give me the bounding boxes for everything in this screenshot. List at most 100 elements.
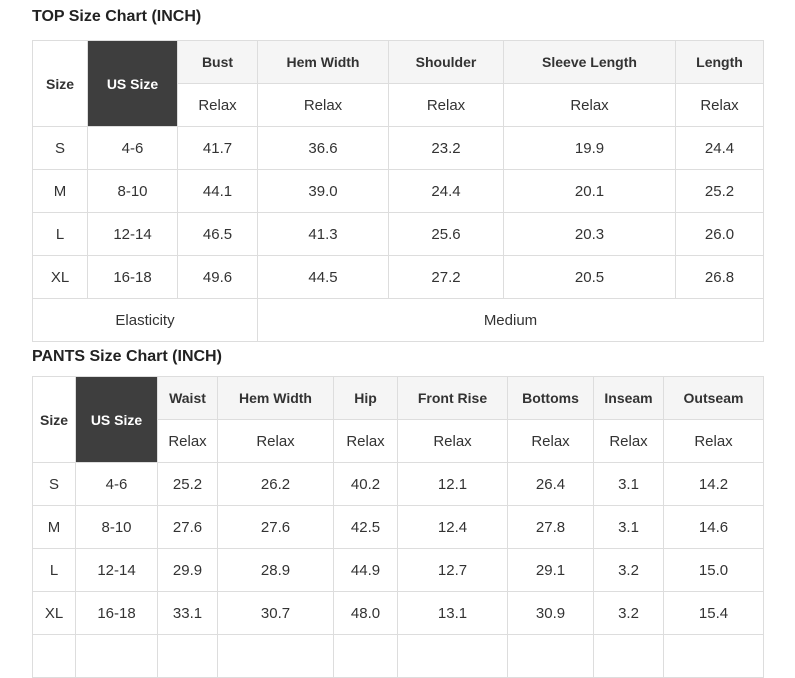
value-cell: 23.2 [388, 126, 504, 170]
fit-cell: Relax [388, 83, 504, 127]
us-size-cell: 4-6 [87, 126, 178, 170]
value-cell: 44.5 [257, 255, 389, 299]
us-size-cell: 8-10 [87, 169, 178, 213]
size-cell: XL [32, 591, 76, 635]
header-row: Size US Size Bust Hem Width Shoulder Sleeve L… [32, 40, 764, 127]
value-cell: 27.6 [157, 505, 218, 549]
measure-column-header: Hip [333, 376, 398, 420]
empty-cell [75, 634, 158, 678]
us-size-cell: 16-18 [87, 255, 178, 299]
value-cell: 19.9 [503, 126, 676, 170]
value-cell: 41.3 [257, 212, 389, 256]
value-cell: 20.5 [503, 255, 676, 299]
size-column-header: Size [32, 376, 76, 463]
fit-cell: Relax [663, 419, 764, 463]
empty-cell [333, 634, 398, 678]
header-row: Size US Size Waist Hem Width Hip Front Rise Bo… [32, 376, 764, 463]
data-row: XL 16-18 33.1 30.7 48.0 13.1 30.9 3.2 15.4 [32, 591, 764, 635]
value-cell: 46.5 [177, 212, 258, 256]
fit-cell: Relax [157, 419, 218, 463]
pants-size-table: Size US Size Waist Hem Width Hip Front Rise Bo… [32, 376, 764, 678]
value-cell: 27.6 [217, 505, 334, 549]
value-cell: 15.4 [663, 591, 764, 635]
pants-chart-title: PANTS Size Chart (INCH) [32, 348, 222, 365]
top-size-chart-section: TOP Size Chart (INCH) Size US Size Bust Hem… [32, 8, 764, 342]
us-size-cell: 8-10 [75, 505, 158, 549]
empty-cell [663, 634, 764, 678]
value-cell: 12.1 [397, 462, 508, 506]
measure-column-header: Bust [177, 40, 258, 84]
data-row: S 4-6 41.7 36.6 23.2 19.9 24.4 [32, 126, 764, 170]
footer-row: Elasticity Medium [32, 298, 764, 342]
measure-column-header: Hem Width [217, 376, 334, 420]
value-cell: 25.2 [157, 462, 218, 506]
value-cell: 12.4 [397, 505, 508, 549]
value-cell: 3.2 [593, 591, 664, 635]
us-size-cell: 16-18 [75, 591, 158, 635]
value-cell: 42.5 [333, 505, 398, 549]
data-row: L 12-14 46.5 41.3 25.6 20.3 26.0 [32, 212, 764, 256]
size-cell: S [32, 462, 76, 506]
fit-row: Relax Relax Relax Relax Relax Relax Relax [33, 419, 764, 463]
empty-cell [593, 634, 664, 678]
empty-cell [397, 634, 508, 678]
value-cell: 3.1 [593, 462, 664, 506]
elasticity-value: Medium [257, 298, 764, 342]
value-cell: 25.2 [675, 169, 764, 213]
measure-column-header: Sleeve Length [503, 40, 676, 84]
value-cell: 30.9 [507, 591, 594, 635]
fit-cell: Relax [503, 83, 676, 127]
data-row: M 8-10 27.6 27.6 42.5 12.4 27.8 3.1 14.6 [32, 505, 764, 549]
fit-cell: Relax [397, 419, 508, 463]
us-size-cell: 12-14 [87, 212, 178, 256]
value-cell: 3.1 [593, 505, 664, 549]
value-cell: 41.7 [177, 126, 258, 170]
size-cell: S [32, 126, 88, 170]
top-chart-title: TOP Size Chart (INCH) [32, 8, 202, 25]
fit-row: Relax Relax Relax Relax Relax [33, 83, 764, 127]
value-cell: 3.2 [593, 548, 664, 592]
empty-cell [217, 634, 334, 678]
value-cell: 44.9 [333, 548, 398, 592]
measure-column-header: Bottoms [507, 376, 594, 420]
value-cell: 24.4 [675, 126, 764, 170]
value-cell: 36.6 [257, 126, 389, 170]
value-cell: 30.7 [217, 591, 334, 635]
us-size-column-header: US Size [75, 376, 158, 463]
elasticity-label: Elasticity [32, 298, 258, 342]
size-cell: L [32, 548, 76, 592]
us-size-column-header: US Size [87, 40, 178, 127]
value-cell: 40.2 [333, 462, 398, 506]
value-cell: 27.8 [507, 505, 594, 549]
value-cell: 28.9 [217, 548, 334, 592]
top-size-table: Size US Size Bust Hem Width Shoulder Sleeve L… [32, 40, 764, 342]
measure-column-header: Front Rise [397, 376, 508, 420]
data-row: M 8-10 44.1 39.0 24.4 20.1 25.2 [32, 169, 764, 213]
us-size-cell: 4-6 [75, 462, 158, 506]
pants-size-chart-section: PANTS Size Chart (INCH) Size US Size Waist… [32, 348, 764, 678]
value-cell: 29.1 [507, 548, 594, 592]
fit-cell: Relax [257, 83, 389, 127]
us-size-cell: 12-14 [75, 548, 158, 592]
measure-column-header: Shoulder [388, 40, 504, 84]
value-cell: 14.6 [663, 505, 764, 549]
value-cell: 48.0 [333, 591, 398, 635]
fit-cell: Relax [507, 419, 594, 463]
value-cell: 26.2 [217, 462, 334, 506]
fit-cell: Relax [177, 83, 258, 127]
fit-cell: Relax [333, 419, 398, 463]
measure-column-header: Inseam [593, 376, 664, 420]
value-cell: 49.6 [177, 255, 258, 299]
data-row: S 4-6 25.2 26.2 40.2 12.1 26.4 3.1 14.2 [32, 462, 764, 506]
partial-cut-off-row [32, 634, 764, 678]
value-cell: 20.3 [503, 212, 676, 256]
data-row: L 12-14 29.9 28.9 44.9 12.7 29.1 3.2 15.0 [32, 548, 764, 592]
value-cell: 29.9 [157, 548, 218, 592]
value-cell: 24.4 [388, 169, 504, 213]
value-cell: 13.1 [397, 591, 508, 635]
value-cell: 26.8 [675, 255, 764, 299]
empty-cell [157, 634, 218, 678]
measure-column-header: Hem Width [257, 40, 389, 84]
measure-column-header: Waist [157, 376, 218, 420]
